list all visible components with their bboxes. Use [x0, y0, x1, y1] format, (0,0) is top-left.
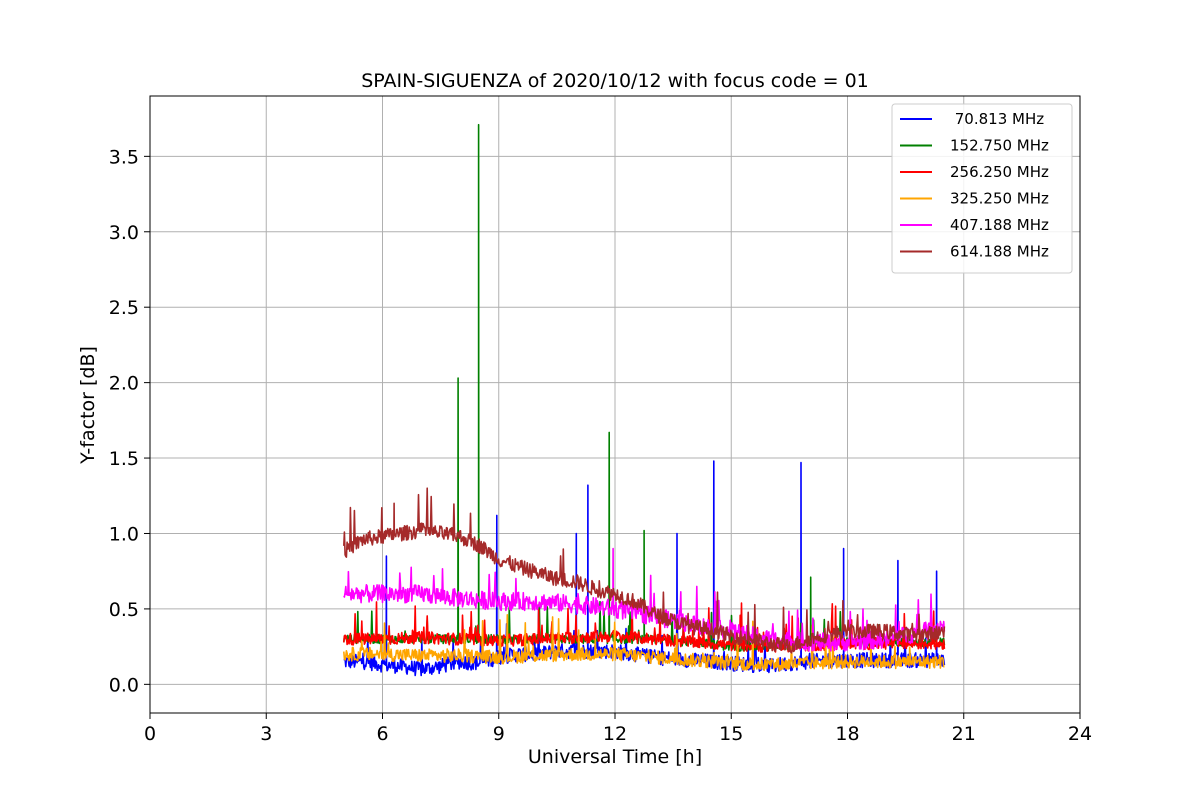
- x-tick-label: 18: [835, 723, 859, 745]
- legend-label-70-813-mhz: 70.813 MHz: [950, 110, 1044, 128]
- series-line-614-188-mhz: [343, 487, 946, 654]
- series-line-325-250-mhz: [343, 614, 945, 672]
- grid: [149, 96, 1081, 713]
- legend-box: [891, 103, 1073, 274]
- y-tick-label: 2.0: [109, 373, 139, 395]
- y-tick-label: 0.0: [109, 674, 139, 696]
- series-line-407-188-mhz: [343, 547, 946, 652]
- x-tick-label: 0: [144, 723, 156, 745]
- y-axis-label: Y-factor [dB]: [77, 346, 99, 465]
- y-tick-label: 0.5: [109, 599, 139, 621]
- legend-label-407-188-mhz: 407.188 MHz: [950, 216, 1049, 234]
- series-line-152-750-mhz: [343, 123, 946, 652]
- y-tick-label: 3.0: [109, 222, 139, 244]
- y-tick-label: 1.5: [109, 448, 139, 470]
- y-tick-label: 1.0: [109, 523, 139, 545]
- x-tick-label: 24: [1068, 723, 1092, 745]
- ticks: 0 3 6 9 12 15 18 21 24 0.0 0.5 1.0 1.5 2.0 2.5 3.0 3.5: [109, 146, 1092, 745]
- x-tick-label: 21: [952, 723, 976, 745]
- series-line-256-250-mhz: [343, 599, 946, 653]
- x-tick-label: 9: [493, 723, 505, 745]
- chart-title: SPAIN-SIGUENZA of 2020/10/12 with focus …: [361, 70, 869, 92]
- legend: 70.813 MHz 152.750 MHz 256.250 MHz 325.250 …: [891, 103, 1073, 274]
- x-axis-label: Universal Time [h]: [528, 746, 702, 768]
- legend-label-614-188-mhz: 614.188 MHz: [950, 243, 1049, 261]
- y-tick-label: 2.5: [109, 297, 139, 319]
- x-tick-label: 3: [260, 723, 272, 745]
- x-tick-label: 6: [376, 723, 388, 745]
- x-tick-label: 15: [719, 723, 743, 745]
- legend-label-256-250-mhz: 256.250 MHz: [950, 163, 1049, 181]
- series-layer: [343, 123, 946, 677]
- y-tick-label: 3.5: [109, 146, 139, 168]
- x-tick-label: 12: [603, 723, 627, 745]
- legend-label-325-250-mhz: 325.250 MHz: [950, 190, 1049, 208]
- legend-label-152-750-mhz: 152.750 MHz: [950, 137, 1049, 155]
